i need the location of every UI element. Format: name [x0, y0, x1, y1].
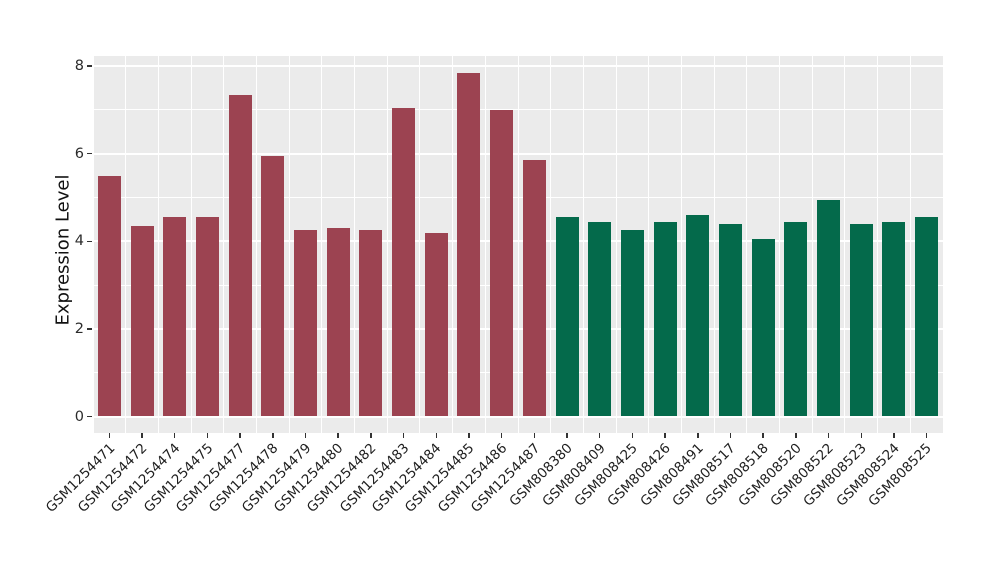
y-tick-label-2: 2 — [74, 320, 84, 337]
x-tick-mark — [141, 433, 143, 438]
gridline-vertical — [223, 56, 225, 433]
y-tick-mark-2 — [87, 328, 92, 330]
gridline-vertical — [615, 56, 617, 433]
bar-GSM808409 — [588, 221, 612, 417]
x-tick-mark — [304, 433, 307, 438]
x-tick-mark — [206, 433, 209, 438]
bar-GSM1254487 — [522, 160, 546, 417]
gridline-vertical — [550, 56, 552, 433]
x-tick-mark — [468, 433, 470, 438]
gridline-vertical — [452, 56, 454, 433]
x-tick-mark — [762, 433, 764, 438]
y-axis-title: Expression Level — [52, 174, 74, 326]
gridline-vertical — [190, 56, 192, 433]
gridline-vertical — [811, 56, 813, 433]
x-tick-mark — [664, 433, 666, 438]
x-tick-mark — [239, 433, 241, 438]
y-tick-mark-4 — [87, 240, 92, 243]
gridline-vertical — [288, 56, 290, 433]
bar-GSM808425 — [620, 230, 644, 417]
bar-GSM808518 — [751, 239, 775, 417]
gridline-vertical — [746, 56, 748, 433]
gridline-vertical — [255, 56, 257, 433]
y-tick-mark-0 — [87, 415, 92, 418]
x-tick-mark — [598, 433, 601, 438]
bar-GSM1254475 — [195, 217, 219, 417]
x-tick-mark — [925, 433, 928, 438]
bar-GSM1254472 — [130, 225, 154, 417]
x-tick-mark — [370, 433, 372, 438]
x-tick-mark — [272, 433, 274, 438]
gridline-vertical — [779, 56, 781, 433]
gridline-vertical — [484, 56, 486, 433]
x-tick-mark — [631, 433, 634, 438]
gridline-vertical — [942, 56, 944, 433]
gridline-vertical — [713, 56, 715, 433]
bar-GSM1254479 — [294, 230, 317, 417]
x-tick-mark — [860, 433, 863, 438]
x-tick-mark — [500, 433, 503, 438]
bar-GSM808426 — [653, 221, 677, 417]
y-tick-label-4: 4 — [74, 233, 84, 250]
x-tick-mark — [173, 433, 176, 438]
bar-GSM1254471 — [97, 175, 121, 417]
bar-GSM1254478 — [261, 155, 285, 417]
gridline-vertical — [419, 56, 421, 433]
bar-GSM1254483 — [392, 107, 416, 417]
y-tick-label-0: 0 — [74, 408, 84, 425]
y-tick-mark-6 — [87, 152, 92, 155]
bar-GSM1254486 — [490, 109, 514, 417]
x-tick-mark — [893, 433, 895, 438]
x-tick-mark — [827, 433, 830, 438]
bar-GSM808522 — [817, 199, 841, 417]
gridline-vertical — [386, 56, 388, 433]
bar-GSM1254480 — [326, 228, 350, 417]
x-tick-mark — [533, 433, 536, 438]
x-tick-mark — [697, 433, 699, 438]
gridline-vertical — [92, 56, 94, 433]
gridline-vertical — [321, 56, 323, 433]
bar-GSM808523 — [849, 223, 873, 417]
x-tick-mark — [435, 433, 438, 438]
gridline-vertical — [582, 56, 584, 433]
bar-GSM808525 — [915, 217, 939, 417]
bar-GSM808491 — [686, 215, 710, 417]
gridline-vertical — [354, 56, 356, 433]
x-tick-mark — [566, 433, 568, 438]
bar-GSM808517 — [719, 223, 742, 417]
bar-GSM1254482 — [359, 230, 383, 417]
gridline-vertical — [517, 56, 519, 433]
gridline-vertical — [680, 56, 682, 433]
bar-GSM1254474 — [163, 217, 187, 417]
gridline-vertical — [877, 56, 879, 433]
x-tick-mark — [337, 433, 339, 438]
bar-GSM1254485 — [457, 72, 481, 417]
bar-GSM808380 — [555, 217, 579, 417]
gridline-vertical — [648, 56, 650, 433]
bar-GSM1254484 — [424, 232, 448, 417]
y-tick-label-6: 6 — [74, 145, 84, 162]
x-tick-mark — [108, 433, 111, 438]
bar-GSM808524 — [882, 221, 906, 417]
gridline-vertical — [157, 56, 159, 433]
bar-GSM808520 — [784, 221, 808, 417]
x-tick-mark — [402, 433, 405, 438]
x-tick-mark — [729, 433, 732, 438]
plot-panel — [92, 56, 944, 433]
y-tick-label-8: 8 — [74, 58, 84, 75]
y-tick-mark-8 — [87, 65, 92, 67]
bar-GSM1254477 — [228, 94, 252, 417]
gridline-vertical — [844, 56, 846, 433]
gridline-vertical — [125, 56, 127, 433]
gridline-vertical — [909, 56, 911, 433]
x-tick-mark — [795, 433, 797, 438]
